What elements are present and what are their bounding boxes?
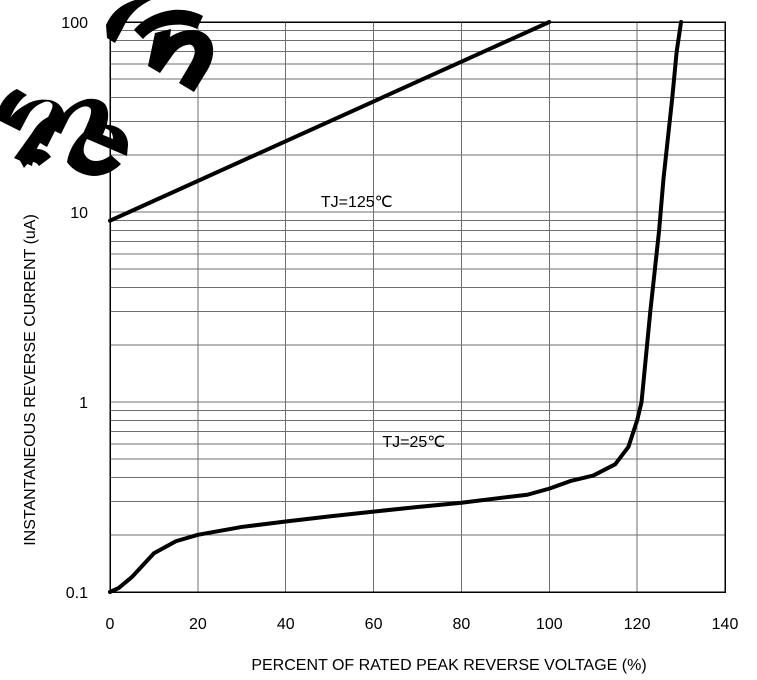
series-line-tj-25 — [108, 20, 684, 594]
x-tick-label-100: 100 — [536, 616, 563, 633]
watermark-logo — [0, 0, 214, 176]
x-tick-label-60: 60 — [365, 616, 383, 633]
watermark-stroke-3 — [148, 29, 214, 92]
label-layer: TJ=125℃ TJ=25℃ — [321, 194, 445, 451]
x-tick-label-120: 120 — [624, 616, 651, 633]
series-label-tj-125: TJ=125℃ — [321, 194, 393, 211]
watermark-stroke-7 — [18, 149, 51, 168]
x-tick-label-20: 20 — [189, 616, 207, 633]
x-tick-label-140: 140 — [712, 616, 739, 633]
x-tick-label-40: 40 — [277, 616, 295, 633]
x-axis-title: PERCENT OF RATED PEAK REVERSE VOLTAGE (%… — [251, 657, 646, 674]
watermark-stroke-1 — [106, 0, 151, 43]
watermark-stroke-2 — [134, 9, 203, 39]
watermark-stroke-5 — [67, 124, 128, 176]
tick-layer: 0 20 40 60 80 100 120 140 0.1 1 10 100 — [61, 15, 738, 633]
series-layer — [108, 20, 684, 594]
y-axis-title: INSTANTANEOUS REVERSE CURRENT (uA) — [22, 214, 39, 546]
x-tick-label-80: 80 — [453, 616, 471, 633]
x-tick-label-0: 0 — [106, 616, 115, 633]
plot-frame — [109, 21, 726, 593]
y-tick-label-0.1: 0.1 — [66, 585, 88, 602]
y-tick-label-10: 10 — [70, 205, 88, 222]
y-tick-label-100: 100 — [61, 15, 88, 32]
series-label-tj-25: TJ=25℃ — [382, 434, 445, 451]
series-line-tj-125 — [108, 20, 552, 223]
y-tick-label-1: 1 — [79, 395, 88, 412]
